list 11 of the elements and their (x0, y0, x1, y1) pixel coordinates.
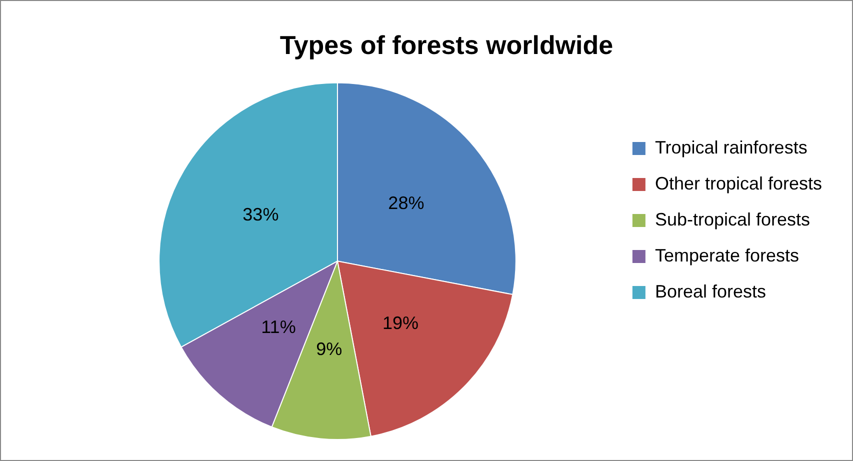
data-label: 9% (316, 338, 342, 359)
legend-label: Temperate forests (654, 245, 799, 266)
chart-title: Types of forests worldwide (280, 30, 614, 60)
legend-label: Boreal forests (654, 281, 766, 302)
data-label: 11% (261, 316, 296, 337)
data-label: 33% (242, 204, 279, 225)
legend-label: Other tropical forests (654, 173, 822, 194)
data-label: 19% (382, 313, 419, 334)
data-label: 28% (388, 193, 424, 214)
legend-label: Tropical rainforests (654, 137, 808, 158)
legend-label: Sub-tropical forests (654, 209, 810, 230)
